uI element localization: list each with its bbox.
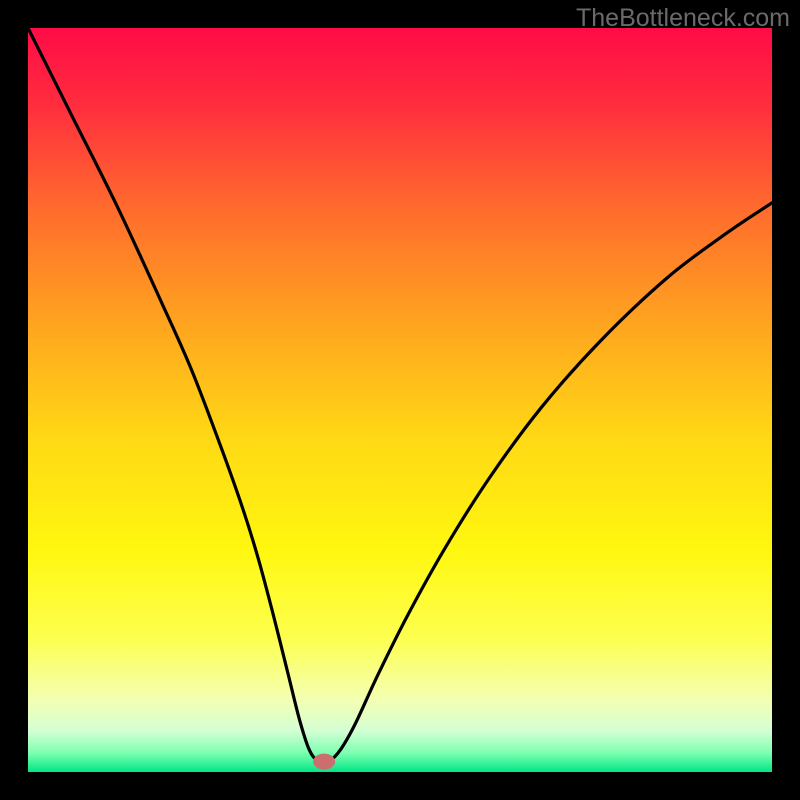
watermark-text: TheBottleneck.com <box>576 4 790 33</box>
plot-area <box>28 28 772 772</box>
chart-frame: TheBottleneck.com <box>0 0 800 800</box>
